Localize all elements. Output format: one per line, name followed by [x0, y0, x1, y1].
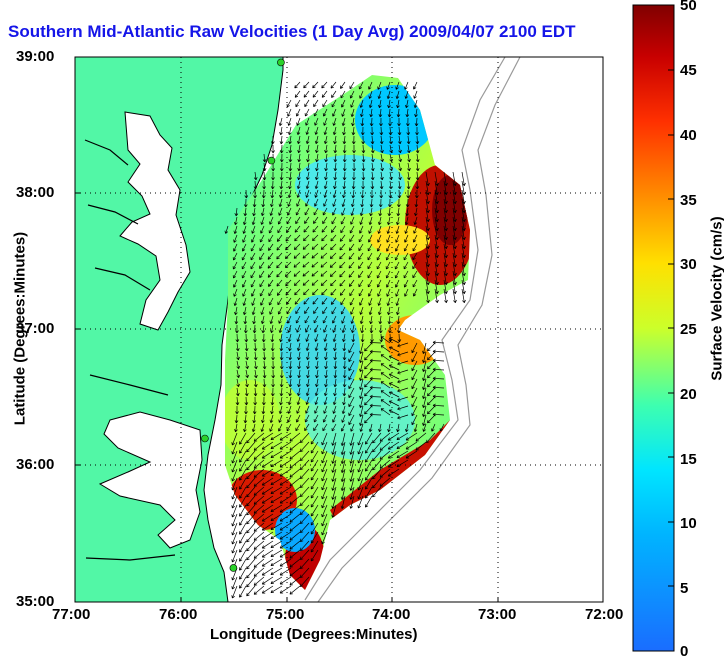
station-marker [268, 157, 275, 164]
station-marker [277, 59, 284, 66]
colorbar [633, 5, 674, 651]
station-marker [230, 564, 237, 571]
station-marker [201, 435, 208, 442]
